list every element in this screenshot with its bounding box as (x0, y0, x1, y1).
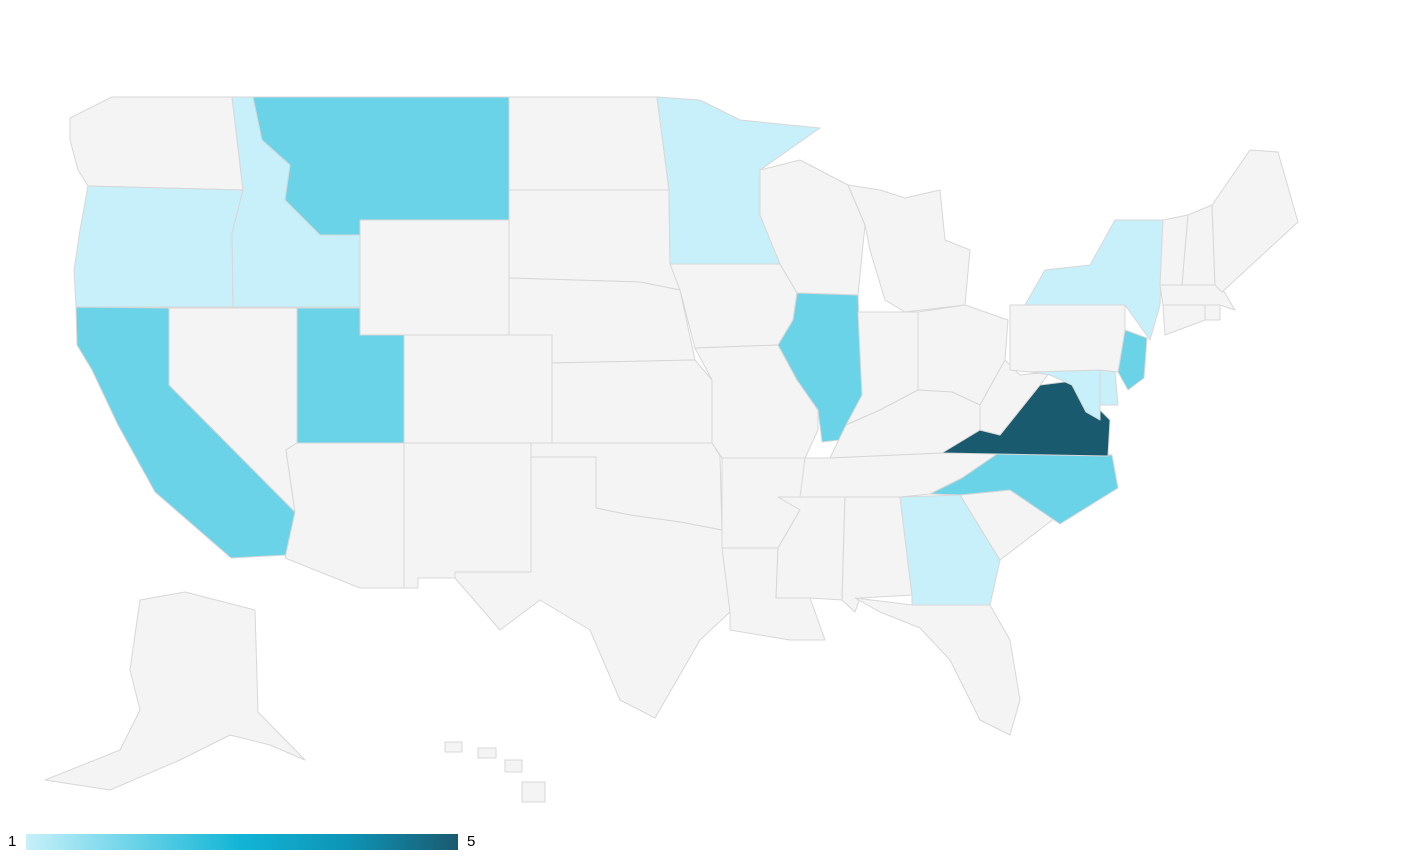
state-nd[interactable] (508, 96, 670, 191)
state-ks[interactable] (551, 359, 713, 444)
legend-max-label: 5 (467, 833, 476, 850)
state-ak[interactable] (44, 591, 306, 791)
state-nc[interactable] (929, 451, 1119, 525)
state-sd[interactable] (508, 189, 681, 291)
state-wa[interactable] (69, 96, 244, 191)
state-pa[interactable] (1009, 304, 1126, 373)
legend-color-scale (26, 834, 458, 850)
state-fl[interactable] (854, 597, 1021, 736)
state-mi[interactable] (847, 184, 971, 313)
state-az[interactable] (284, 442, 405, 589)
state-co[interactable] (403, 334, 553, 444)
state-wy[interactable] (359, 219, 510, 336)
state-me[interactable] (1211, 149, 1299, 293)
state-hi[interactable] (444, 741, 546, 803)
state-nm[interactable] (403, 442, 532, 589)
state-ct[interactable] (1162, 304, 1206, 336)
state-al[interactable] (841, 496, 913, 613)
state-or[interactable] (73, 185, 244, 308)
state-ri[interactable] (1204, 304, 1221, 321)
state-de[interactable] (1099, 369, 1119, 406)
legend-min-label: 1 (8, 833, 17, 850)
state-wv[interactable] (979, 359, 1051, 436)
